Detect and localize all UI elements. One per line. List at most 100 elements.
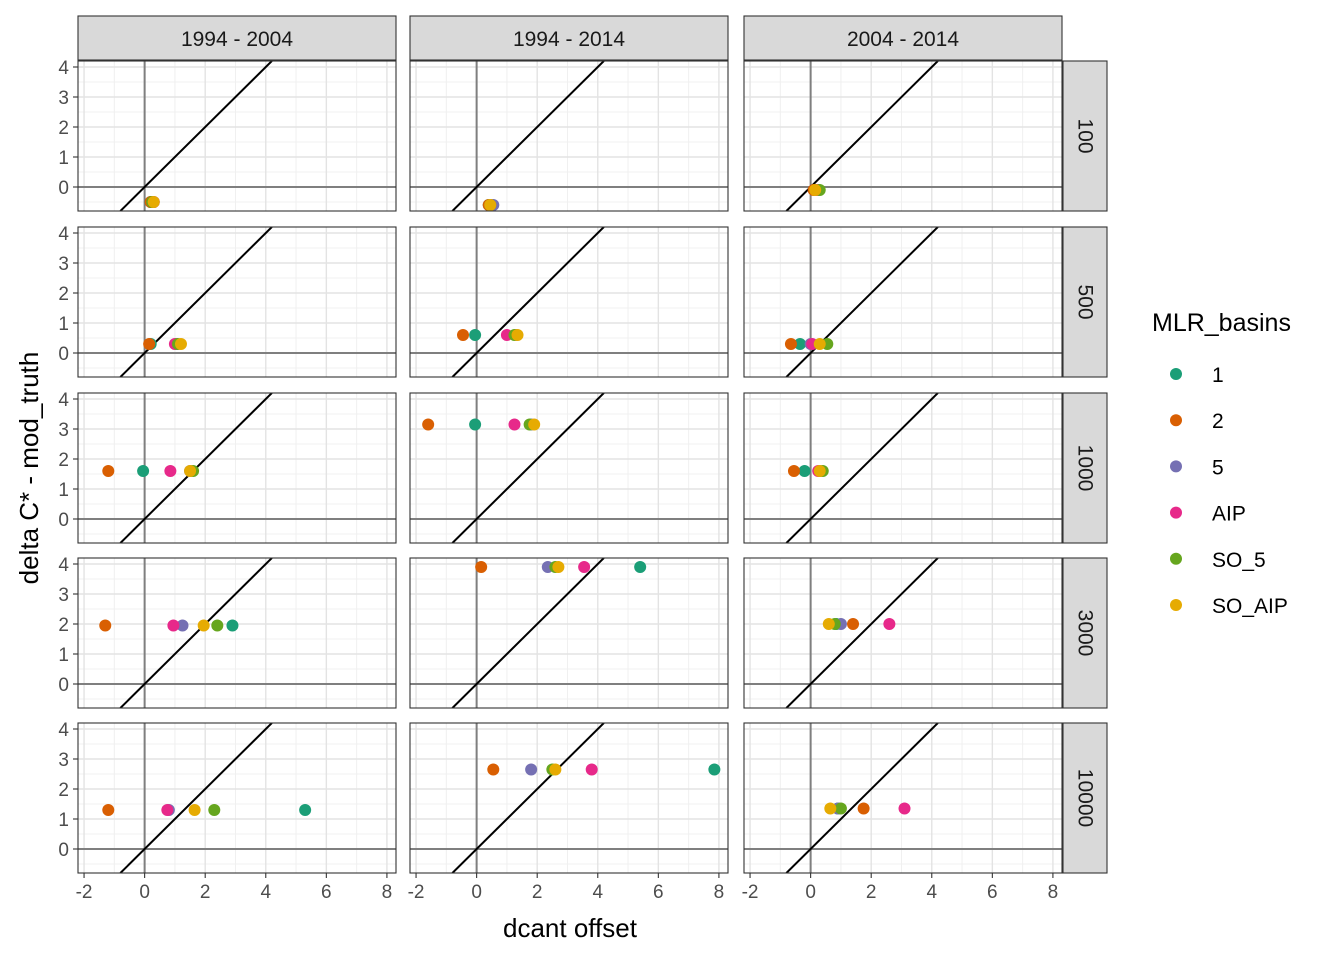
y-tick-label: 3 — [58, 420, 69, 441]
data-point-so-aip — [484, 199, 497, 211]
panel-background — [410, 558, 728, 708]
legend-label: 2 — [1212, 410, 1224, 433]
panel-border — [409, 226, 729, 378]
row-strip: 100 — [1062, 60, 1108, 212]
column-strip: 2004 - 2014 — [743, 15, 1063, 61]
data-point-so-aip — [511, 329, 524, 341]
y-tick-label: 0 — [58, 840, 69, 861]
y-tick-label: 1 — [58, 148, 69, 169]
legend-item: 2 — [1170, 410, 1224, 433]
x-tick-label: 2 — [200, 882, 211, 903]
row-strip-label: 100 — [1074, 118, 1097, 153]
x-tick-label: 8 — [1048, 882, 1059, 903]
data-point-aip — [898, 802, 911, 815]
x-tick-label: -2 — [742, 882, 759, 903]
facet-panel — [409, 392, 729, 544]
data-point-5 — [176, 619, 189, 632]
y-tick-label: 4 — [58, 390, 69, 411]
data-point-2 — [422, 418, 435, 431]
column-strip-label: 2004 - 2014 — [847, 28, 959, 51]
identity-line — [119, 723, 273, 873]
row-strip: 3000 — [1062, 557, 1108, 709]
data-point-so-5 — [208, 804, 221, 816]
data-point-1 — [469, 329, 482, 341]
data-point-2 — [784, 338, 797, 350]
facet-panel — [743, 226, 1063, 378]
data-point-1 — [798, 465, 811, 477]
y-tick-label: 2 — [58, 780, 69, 801]
row-strip-label: 1000 — [1074, 445, 1097, 492]
panel-border — [77, 60, 397, 212]
data-point-so-aip — [184, 465, 197, 477]
data-point-2 — [143, 338, 156, 350]
panel-border — [409, 392, 729, 544]
facet-panel — [409, 557, 729, 709]
legend-item: SO_5 — [1170, 549, 1266, 572]
x-tick-label: -2 — [76, 882, 93, 903]
data-point-2 — [102, 465, 115, 477]
panel-border — [77, 722, 397, 874]
panel-background — [410, 227, 728, 377]
legend-key-so-5 — [1170, 552, 1182, 565]
data-point-1 — [708, 763, 721, 776]
y-tick-label: 3 — [58, 750, 69, 771]
panel-background — [744, 558, 1062, 708]
data-point-aip — [161, 804, 174, 816]
data-point-so-aip — [809, 184, 822, 196]
x-axis-title: dcant offset — [503, 913, 638, 943]
data-point-2 — [457, 329, 469, 341]
panel-background — [410, 61, 728, 211]
data-point-so-aip — [528, 418, 541, 431]
x-tick-label: -2 — [408, 882, 425, 903]
facet-panel: 0 1 2 3 4 — [58, 390, 397, 544]
x-tick-label: 6 — [987, 882, 998, 903]
panel-border — [77, 557, 397, 709]
data-point-aip — [578, 561, 591, 573]
legend-key-1 — [1170, 368, 1182, 380]
data-point-2 — [847, 618, 860, 630]
row-strip-box — [1062, 557, 1108, 709]
legend-label: 5 — [1212, 456, 1224, 479]
identity-line — [451, 723, 605, 873]
facet-panel: 0 1 2 3 4 — [58, 58, 397, 212]
panel-border — [409, 60, 729, 212]
data-point-1 — [299, 804, 312, 816]
row-strip: 500 — [1062, 226, 1108, 378]
x-tick-label: 8 — [714, 882, 725, 903]
y-tick-label: 0 — [58, 344, 69, 365]
panel-border — [77, 226, 397, 378]
data-point-so-aip — [552, 561, 565, 573]
panel-background — [410, 393, 728, 543]
facet-panel — [409, 226, 729, 378]
y-tick-label: 3 — [58, 88, 69, 109]
x-tick-label: 4 — [260, 882, 271, 903]
y-tick-label: 2 — [58, 615, 69, 636]
facet-panel: -2 0 2 4 6 8 — [408, 722, 729, 903]
identity-line — [451, 558, 605, 708]
panel-border — [77, 392, 397, 544]
legend-item: 5 — [1170, 456, 1224, 479]
legend-label: SO_AIP — [1212, 595, 1288, 618]
data-point-1 — [469, 418, 482, 431]
legend-label: AIP — [1212, 503, 1246, 526]
data-point-1 — [794, 338, 807, 350]
panel-border — [743, 392, 1063, 544]
x-tick-label: 6 — [321, 882, 332, 903]
column-strip: 1994 - 2014 — [409, 15, 729, 61]
panel-background — [744, 723, 1062, 873]
panel-border — [743, 226, 1063, 378]
column-strip-label: 1994 - 2014 — [513, 28, 625, 51]
y-axis-title: delta C* - mod_truth — [14, 352, 44, 585]
data-point-so-aip — [147, 196, 160, 208]
x-tick-label: 0 — [471, 882, 482, 903]
legend-key-2 — [1170, 414, 1182, 427]
y-tick-label: 2 — [58, 118, 69, 139]
y-tick-label: 1 — [58, 810, 69, 831]
row-strip-label: 500 — [1074, 284, 1097, 319]
data-point-so-5 — [211, 619, 224, 632]
legend-item: 1 — [1170, 364, 1224, 387]
data-point-5 — [525, 763, 538, 776]
data-point-1 — [634, 561, 647, 573]
identity-line — [785, 558, 939, 708]
